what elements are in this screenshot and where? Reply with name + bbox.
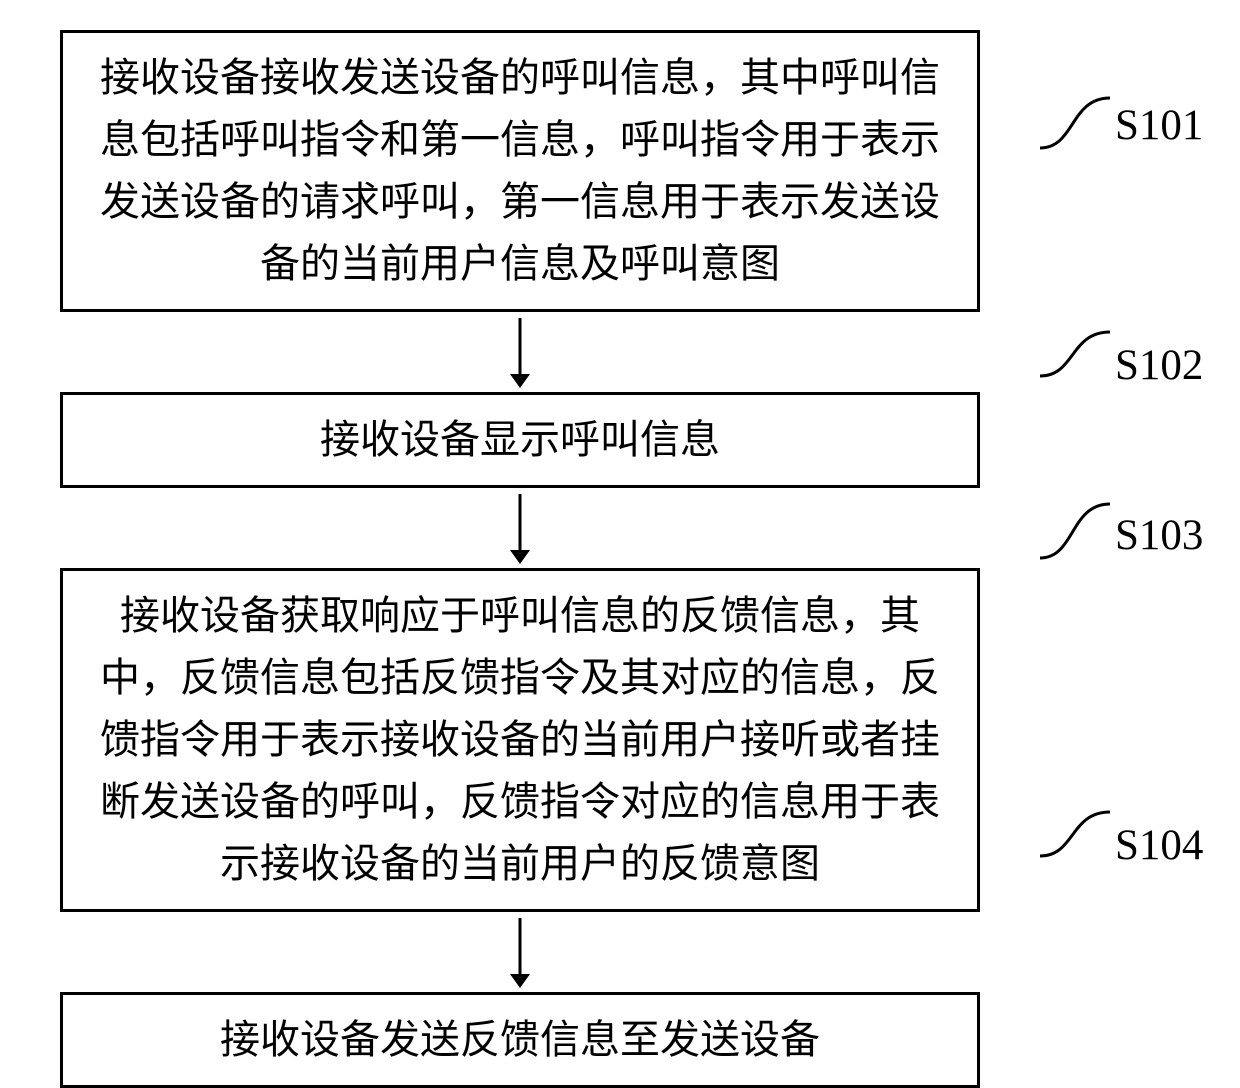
step-text: 接收设备发送反馈信息至发送设备 (220, 1009, 820, 1071)
step-label: S104 (1115, 821, 1203, 870)
step-text: 接收设备获取响应于呼叫信息的反馈信息，其中，反馈信息包括反馈指令及其对应的信息，… (87, 585, 953, 895)
flowchart-step-box: 接收设备获取响应于呼叫信息的反馈信息，其中，反馈信息包括反馈指令及其对应的信息，… (60, 568, 980, 912)
flowchart-arrow (60, 912, 980, 992)
step-label: S101 (1115, 101, 1203, 150)
step-label-wrap: S101 (1040, 80, 1203, 170)
flowchart-arrow (60, 488, 980, 568)
step-label-wrap: S103 (1040, 490, 1203, 580)
flowchart-container: 接收设备接收发送设备的呼叫信息，其中呼叫信息包括呼叫指令和第一信息，呼叫指令用于… (60, 30, 1180, 1088)
step-label-wrap: S102 (1040, 320, 1203, 410)
flowchart-step-box: 接收设备显示呼叫信息 (60, 392, 980, 488)
step-text: 接收设备显示呼叫信息 (320, 409, 720, 471)
flowchart-step-box: 接收设备接收发送设备的呼叫信息，其中呼叫信息包括呼叫指令和第一信息，呼叫指令用于… (60, 30, 980, 312)
step-label: S102 (1115, 341, 1203, 390)
step-label: S103 (1115, 511, 1203, 560)
flowchart-step-box: 接收设备发送反馈信息至发送设备 (60, 992, 980, 1088)
step-label-wrap: S104 (1040, 800, 1203, 890)
flowchart-arrow (60, 312, 980, 392)
step-text: 接收设备接收发送设备的呼叫信息，其中呼叫信息包括呼叫指令和第一信息，呼叫指令用于… (87, 47, 953, 295)
